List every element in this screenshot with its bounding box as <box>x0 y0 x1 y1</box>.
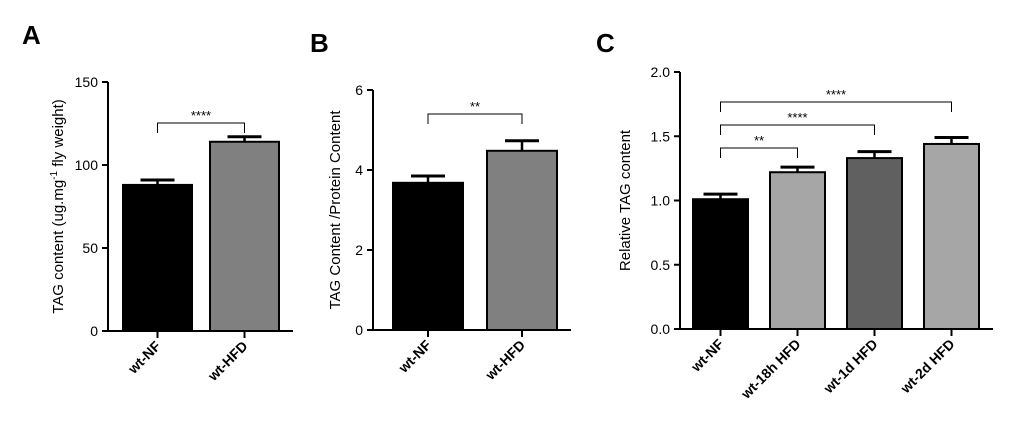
significance-label: **** <box>787 110 807 125</box>
significance-bracket <box>720 147 798 158</box>
y-axis-label: Relative TAG content <box>617 129 634 271</box>
y-tick-label: 0.5 <box>651 257 671 273</box>
y-tick-label: 1.0 <box>651 193 671 209</box>
significance-bracket <box>427 113 523 124</box>
panel-letter: C <box>596 28 615 58</box>
y-axis-label: TAG Content /Protein Content <box>327 110 344 310</box>
panel-letter: B <box>310 28 329 58</box>
panel-letter: A <box>22 20 41 50</box>
significance-bracket <box>720 101 952 112</box>
y-tick-label: 2.0 <box>651 64 671 80</box>
x-tick-label: wt-1d HFD <box>820 336 881 397</box>
bar <box>486 149 558 331</box>
x-tick-label: wt-NF <box>687 336 727 376</box>
y-tick-label: 2 <box>355 242 363 258</box>
significance-bracket <box>157 122 245 133</box>
chart-panel-a: A 0 50 100 150 wt-NF wt-HFD **** TAG content (ug… <box>22 20 293 384</box>
y-tick-label: 0 <box>90 323 98 339</box>
bar <box>769 171 826 330</box>
significance-label: **** <box>826 87 846 102</box>
x-tick-label: wt-HFD <box>481 337 528 384</box>
bar <box>923 142 980 330</box>
x-tick-label: wt-NF <box>395 337 435 377</box>
y-tick-label: 100 <box>75 157 99 173</box>
y-tick-label: 1.5 <box>651 128 671 144</box>
y-axis-label: TAG content (ug.mg-1 fly weight) <box>49 99 67 314</box>
y-tick-label: 0 <box>355 322 363 338</box>
bar <box>122 183 193 332</box>
x-tick-label: wt-2d HFD <box>897 336 958 397</box>
bar <box>392 181 464 331</box>
y-tick-label: 50 <box>82 240 98 256</box>
significance-label: ** <box>754 133 764 148</box>
y-tick-label: 0.0 <box>651 321 671 337</box>
y-axis-label-tail: fly weight) <box>50 99 67 171</box>
chart-panel-c: C 0.0 0.5 1.0 1.5 2.0 wt-NF wt-18h HFD wt-1d HFD… <box>596 28 993 402</box>
x-tick-label: wt-NF <box>124 338 164 378</box>
significance-label: **** <box>191 108 211 123</box>
bar <box>846 157 903 330</box>
y-tick-label: 150 <box>75 74 99 90</box>
significance-bracket <box>720 124 875 135</box>
chart-panel-b: B 0 2 4 6 wt-NF wt-HFD ** TAG Content /Protein C… <box>310 28 571 383</box>
bar <box>692 198 749 330</box>
significance-label: ** <box>470 99 480 114</box>
y-tick-label: 6 <box>355 82 363 98</box>
y-axis-label-superscript: -1 <box>49 170 60 179</box>
x-tick-label: wt-18h HFD <box>737 336 803 402</box>
y-axis-label-main: TAG content (ug.mg <box>50 180 67 314</box>
x-tick-label: wt-HFD <box>204 338 251 385</box>
bar <box>209 140 280 332</box>
y-tick-label: 4 <box>355 162 363 178</box>
